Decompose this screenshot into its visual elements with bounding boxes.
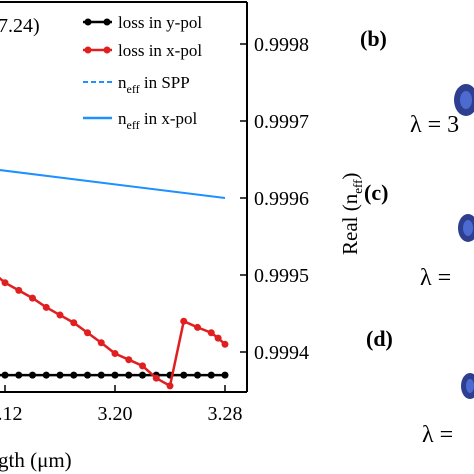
plot-frame: [0, 1, 248, 393]
legend-entry-neff-spp: neff in SPP: [83, 73, 190, 96]
series-point: [152, 374, 160, 382]
series-point: [214, 334, 222, 342]
series-point: [97, 339, 105, 347]
legend-marker: [84, 46, 92, 54]
lambda-label-d: λ =: [422, 422, 453, 448]
legend-label-sub: eff: [127, 118, 140, 132]
legend-marker: [103, 46, 111, 54]
y2-axis-label: Real (neff): [338, 173, 365, 255]
x-tick-label: 3.28: [208, 403, 243, 425]
legend-label: loss in x-pol: [118, 41, 202, 60]
series-point: [42, 371, 50, 379]
lambda-label-c: λ =: [420, 265, 451, 291]
series-point: [70, 371, 78, 379]
series-point: [139, 362, 146, 370]
panel-label-c: (c): [364, 180, 388, 205]
fiber-mode-core-icon: [460, 91, 472, 109]
x-axis-ticks: 3.12 3.20 3.28: [0, 385, 243, 425]
x-axis-label: gth (μm): [0, 448, 72, 472]
y2-axis-label-group: Real (neff): [338, 173, 365, 255]
panel-label-b: (b): [360, 26, 387, 51]
y2-axis-label-sub: eff: [350, 179, 365, 194]
lambda-label-b: λ = 3: [410, 112, 459, 138]
fiber-mode-core-icon: [466, 379, 474, 393]
series-layer: [0, 169, 229, 390]
panel-fragment-label: 7.24): [0, 15, 40, 37]
legend-label-rest: in x-pol: [140, 109, 198, 128]
series-point: [29, 294, 36, 302]
series-point: [42, 303, 50, 311]
series-point: [180, 371, 188, 379]
series-point: [207, 329, 215, 337]
y2-tick-label: 0.9996: [254, 188, 309, 210]
y2-axis-label-main: Real (n: [338, 193, 362, 255]
series-point: [97, 371, 105, 379]
series-point: [15, 286, 23, 294]
series-point: [111, 371, 119, 379]
series-point: [139, 371, 146, 379]
series-point: [1, 279, 9, 287]
series-point: [207, 371, 215, 379]
side-panel-b: (b) λ = 3: [360, 26, 474, 138]
legend-label: neff in x-pol: [118, 109, 197, 132]
series-point: [194, 371, 201, 379]
series-point: [125, 371, 133, 379]
legend-entry-neff-x-pol: neff in x-pol: [83, 109, 197, 132]
series-point: [111, 350, 119, 358]
series-point: [125, 356, 133, 364]
legend-entry-x-pol: loss in x-pol: [83, 41, 202, 60]
legend: loss in y-pol loss in x-pol neff in SPP …: [83, 13, 202, 132]
panel-label-d: (d): [366, 326, 393, 351]
y2-axis-label-close: ): [338, 173, 362, 180]
legend-label-sub: eff: [127, 82, 140, 96]
series-point: [194, 323, 201, 331]
series-point: [166, 382, 174, 390]
legend-marker: [84, 18, 92, 26]
y2-tick-label: 0.9997: [254, 111, 309, 133]
series-point: [180, 317, 188, 325]
series-point: [84, 329, 91, 337]
legend-entry-y-pol: loss in y-pol: [83, 13, 202, 32]
y2-tick-label: 0.9995: [254, 265, 309, 287]
legend-marker: [103, 18, 111, 26]
legend-label-main: n: [118, 73, 127, 92]
series-point: [1, 371, 9, 379]
legend-label: loss in y-pol: [118, 13, 202, 32]
side-panel-c: (c) λ =: [364, 180, 474, 291]
series-point: [221, 340, 229, 348]
series-point: [56, 371, 64, 379]
series-point: [70, 319, 78, 327]
y2-axis-ticks: 0.9998 0.9997 0.9996 0.9995 0.9994: [240, 34, 309, 364]
series-point: [221, 371, 229, 379]
series-point: [29, 371, 36, 379]
series-line-2: [0, 169, 226, 199]
side-panel-d: (d) λ =: [366, 326, 474, 448]
legend-label-rest: in SPP: [140, 73, 190, 92]
y2-tick-label: 0.9994: [254, 342, 309, 364]
fiber-mode-core-icon: [463, 220, 473, 236]
series-point: [56, 311, 64, 319]
legend-label-main: n: [118, 109, 127, 128]
series-line-1: [0, 276, 226, 388]
series-point: [15, 371, 23, 379]
y2-tick-label: 0.9998: [254, 34, 309, 56]
x-tick-label: 3.20: [98, 403, 133, 425]
legend-label: neff in SPP: [118, 73, 190, 96]
x-tick-label: 3.12: [0, 403, 23, 425]
series-point: [84, 371, 91, 379]
